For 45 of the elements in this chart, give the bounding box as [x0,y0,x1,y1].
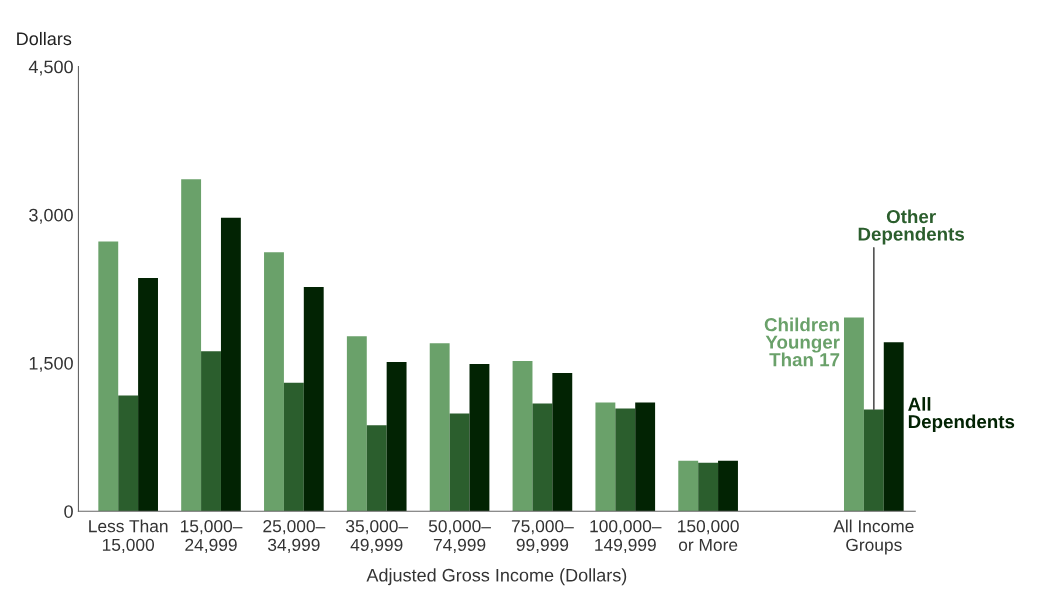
x-tick-label: Less Than 15,000 [89,519,168,554]
bar [863,409,884,512]
x-tick-label: 50,000– 74,999 [428,520,491,554]
series-label: Children Younger Than 17 [764,317,840,367]
bar [698,462,719,512]
bar [718,460,738,512]
x-tick-label: 150,000 or More [678,520,739,552]
bar [138,278,158,512]
x-tick-label: 35,000– 49,999 [346,520,409,554]
x-tick-label: All Income Groups [833,519,914,555]
x-tick-label: 15,000– 24,999 [180,520,243,554]
x-tick-label: 25,000– 34,999 [263,520,326,554]
y-axis-title: Dollars [17,31,72,46]
bar [346,336,367,512]
bar [429,343,450,512]
bar [181,179,202,512]
bar [615,408,636,512]
y-tick-label: 4,500 [28,60,73,76]
x-tick-label: 100,000– 149,999 [590,520,662,554]
bar [635,402,656,512]
y-tick-label: 0 [64,505,73,518]
bar [678,460,699,512]
bar [512,361,533,512]
bar [386,362,407,512]
bar [118,395,139,512]
bar [883,342,904,512]
bar [283,382,304,512]
bar [98,241,119,512]
bar [366,425,387,512]
bar [844,317,864,512]
x-axis-title: Adjusted Gross Income (Dollars) [366,568,627,586]
bar [220,217,241,512]
bar [264,252,284,512]
y-tick-label: 1,500 [29,356,73,372]
text: Other Dependents [858,209,964,245]
bar [552,372,573,512]
bar [469,363,490,512]
x-tick-label: 75,000– 99,999 [511,520,574,554]
bar [201,351,221,512]
bar [595,402,616,512]
series-label: All Dependents [908,397,1015,433]
bar [532,403,553,512]
bar [449,413,470,512]
y-tick-label: 3,000 [29,208,73,224]
bar [303,286,324,512]
